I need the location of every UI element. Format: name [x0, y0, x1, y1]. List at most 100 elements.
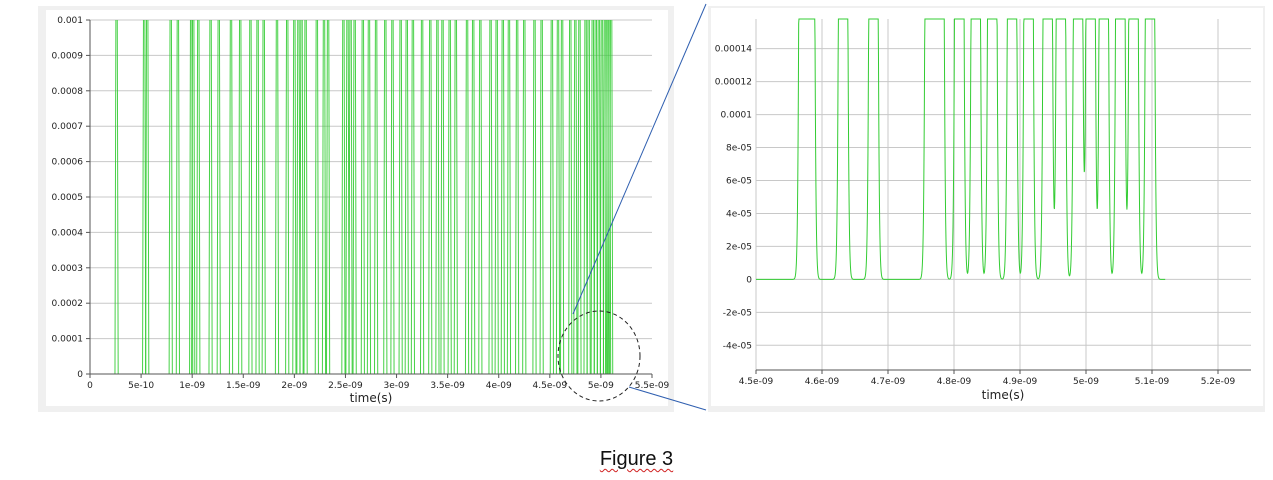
zoom-x-tick-label: 4.5e-09	[739, 377, 774, 387]
overview-pulse	[488, 19, 493, 375]
zoom-x-tick-label: 5e-09	[1073, 377, 1099, 387]
zoom-y-tick-label: 4e-05	[726, 209, 752, 219]
overview-y-tick-label: 0.0002	[52, 299, 84, 309]
zoom-series-line	[756, 18, 1166, 280]
overview-pulse	[494, 19, 499, 375]
overview-pulse	[390, 19, 395, 375]
zoom-y-tick-label: 0.00014	[715, 45, 752, 55]
overview-pulse	[366, 19, 372, 375]
overview-pulse	[238, 19, 243, 375]
overview-pulse	[321, 19, 327, 375]
overview-pulse	[464, 19, 470, 375]
zoom-x-tick-label: 4.7e-09	[871, 377, 906, 387]
overview-pulse	[609, 19, 614, 375]
overview-pulse	[573, 19, 578, 375]
overview-chart-background	[46, 10, 668, 406]
overview-pulse	[292, 19, 297, 375]
overview-x-tick-label: 0	[87, 381, 93, 391]
overview-pulse	[341, 19, 346, 375]
overview-x-tick-label: 2e-09	[281, 381, 307, 391]
zoom-chart: -4e-05 -2e-05 0 2e-05 4e-05 6e-05 8e-05 0.0001 0…	[708, 6, 1265, 412]
overview-pulse	[228, 19, 234, 375]
zoom-connector-line-bottom	[628, 386, 707, 411]
zoom-y-tick-label: -4e-05	[723, 341, 752, 351]
overview-pulse	[285, 19, 290, 375]
overview-pulse	[559, 19, 565, 375]
overview-pulse	[314, 19, 319, 375]
overview-x-axis-label: time(s)	[350, 391, 393, 405]
overview-pulse	[352, 19, 357, 375]
overview-y-tick-label: 0.0004	[52, 228, 84, 238]
overview-pulse	[506, 19, 512, 375]
overview-pulse	[398, 19, 403, 375]
overview-pulse	[325, 19, 331, 375]
overview-pulse	[515, 19, 520, 375]
overview-pulse	[447, 19, 452, 375]
zoom-x-tick-label: 5.2e-09	[1201, 377, 1236, 387]
overview-x-tick-label: 1e-09	[179, 381, 205, 391]
overview-pulse	[568, 19, 573, 375]
zoom-connector-line-top	[572, 3, 707, 315]
overview-y-tick-label: 0.0007	[52, 122, 84, 132]
zoom-y-tick-label: 2e-05	[726, 242, 752, 252]
overview-pulse	[191, 19, 196, 375]
zoom-y-tick-label: 6e-05	[726, 176, 752, 186]
overview-y-tick-label: 0.0001	[52, 335, 84, 345]
overview-pulse	[419, 19, 425, 375]
overview-pulse	[208, 19, 213, 375]
zoom-y-tick-label: -2e-05	[723, 308, 752, 318]
overview-pulse	[478, 19, 483, 375]
zoom-region-circle	[557, 310, 641, 402]
overview-y-tick-label: 0.0003	[52, 264, 84, 274]
overview-pulse	[303, 19, 308, 375]
overview-x-tick-label: 2.5e-09	[328, 381, 363, 391]
overview-pulse	[383, 19, 388, 375]
overview-x-tick-label: 5e-10	[128, 381, 154, 391]
overview-pulse	[435, 19, 440, 375]
overview-pulse	[539, 19, 544, 375]
overview-pulse	[261, 19, 266, 375]
overview-pulse	[248, 19, 253, 375]
overview-pulse	[586, 19, 591, 375]
zoom-x-tick-label: 4.8e-09	[937, 377, 972, 387]
overview-pulse	[549, 19, 554, 375]
overview-y-tick-label: 0.0005	[52, 193, 84, 203]
zoom-y-tick-label: 0.00012	[715, 78, 752, 88]
overview-pulse	[216, 19, 221, 375]
overview-y-tick-label: 0.0009	[52, 51, 84, 61]
overview-pulse	[404, 19, 409, 375]
overview-y-tick-label: 0.001	[57, 16, 83, 26]
overview-pulse	[500, 19, 505, 375]
overview-y-tick-label: 0.0006	[52, 158, 84, 168]
zoom-x-tick-label: 5.1e-09	[1135, 377, 1170, 387]
overview-pulse	[555, 19, 561, 375]
overview-x-tick-label: 4.5e-09	[533, 381, 568, 391]
overview-x-tick-label: 1.5e-09	[226, 381, 261, 391]
overview-pulse	[114, 19, 119, 375]
overview-x-tick-label: 3e-09	[384, 381, 410, 391]
overview-x-tick-label: 4e-09	[486, 381, 512, 391]
overview-pulse	[374, 19, 379, 375]
overview-pulse	[577, 19, 582, 375]
zoom-indicator	[557, 3, 707, 411]
overview-pulse	[522, 19, 527, 375]
zoom-x-axis-label: time(s)	[982, 388, 1025, 402]
overview-pulse	[440, 19, 445, 375]
overview-pulse	[428, 19, 433, 375]
overview-y-tick-label: 0.0008	[52, 87, 84, 97]
overview-pulse	[453, 19, 458, 375]
overview-pulse	[348, 19, 353, 375]
overview-pulse	[532, 19, 537, 375]
zoom-y-tick-label: 8e-05	[726, 144, 752, 154]
overview-pulse	[274, 19, 280, 375]
overview-chart: 0 0.0001 0.0002 0.0003 0.0004 0.0005 0.0006 0.0…	[38, 6, 674, 412]
overview-pulse	[168, 19, 173, 375]
overview-x-tick-label: 3.5e-09	[430, 381, 465, 391]
figure-caption: Figure 3	[599, 448, 674, 470]
overview-pulse	[196, 19, 201, 375]
zoom-y-tick-label: 0	[746, 275, 752, 285]
overview-pulse	[145, 19, 150, 375]
overview-pulse	[360, 19, 365, 375]
overview-pulse	[175, 19, 180, 375]
